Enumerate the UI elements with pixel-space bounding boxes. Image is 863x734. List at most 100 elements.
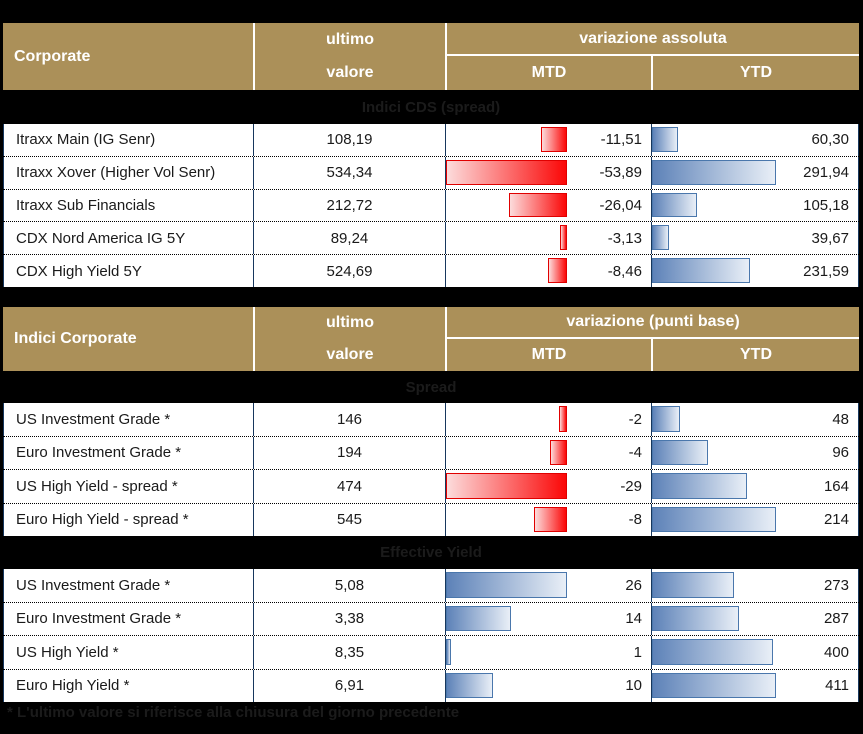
mtd-data-bar	[508, 192, 567, 218]
ytd-value: 164	[823, 477, 849, 495]
last-value-cell: 8,35	[253, 636, 445, 669]
last-value-cell: 89,24	[253, 222, 445, 255]
ytd-data-bar	[652, 192, 697, 218]
ytd-bar-area	[652, 569, 776, 602]
mtd-data-bar	[446, 473, 567, 499]
table-row: Euro High Yield - spread * 545 -8 214	[3, 502, 859, 536]
ytd-cell: 273	[651, 569, 859, 602]
ytd-value: 287	[823, 610, 849, 628]
row-label: Itraxx Main (IG Senr)	[3, 124, 253, 156]
table-row: US Investment Grade * 5,08 26 273	[3, 569, 859, 602]
table1-mtd-header: MTD	[445, 56, 651, 90]
last-value-header-line2: valore	[326, 346, 374, 363]
mtd-value: 26	[625, 576, 642, 594]
ytd-cell: 105,18	[651, 189, 859, 222]
row-label: CDX Nord America IG 5Y	[3, 222, 253, 255]
mtd-data-bar	[550, 439, 567, 465]
ytd-bar-area	[652, 124, 776, 156]
table-row: Itraxx Sub Financials 212,72 -26,04 105,18	[3, 188, 859, 222]
table1-variation-header: variazione assoluta	[445, 23, 859, 56]
ytd-data-bar	[652, 506, 776, 532]
table2-last-value-header: ultimo valore	[253, 307, 445, 371]
ytd-data-bar	[652, 225, 669, 251]
row-label: CDX High Yield 5Y	[3, 255, 253, 287]
mtd-data-bar	[533, 506, 567, 532]
ytd-value: 231,59	[803, 262, 849, 280]
ytd-bar-area	[652, 636, 776, 669]
ytd-value: 48	[832, 410, 849, 428]
ytd-cell: 291,94	[651, 156, 859, 189]
row-label: Itraxx Xover (Higher Vol Senr)	[3, 156, 253, 189]
table2-ytd-header: YTD	[651, 339, 859, 371]
mtd-cell: -26,04	[445, 189, 651, 222]
section-band-spread: Spread	[3, 371, 859, 403]
mtd-value: -11,51	[600, 131, 642, 149]
mtd-value: -4	[628, 444, 642, 462]
table2-effective-yield-rows: US Investment Grade * 5,08 26 273 Euro Inves…	[3, 569, 859, 702]
mtd-data-bar	[446, 605, 512, 631]
ytd-data-bar	[652, 127, 678, 152]
ytd-cell: 214	[651, 503, 859, 536]
row-label: US Investment Grade *	[3, 403, 253, 436]
ytd-value: 96	[832, 444, 849, 462]
table-row: US High Yield * 8,35 1 400	[3, 635, 859, 669]
ytd-bar-area	[652, 255, 776, 287]
ytd-data-bar	[652, 672, 776, 698]
table1-ytd-header: YTD	[651, 56, 859, 90]
table1-header: Corporate ultimo valore variazione assol…	[3, 23, 859, 90]
ytd-value: 105,18	[803, 196, 849, 214]
ytd-cell: 60,30	[651, 124, 859, 156]
last-value-cell: 5,08	[253, 569, 445, 602]
mtd-bar-area	[446, 403, 567, 436]
ytd-data-bar	[652, 605, 739, 631]
row-label: Euro High Yield *	[3, 669, 253, 702]
mtd-value: -29	[620, 477, 642, 495]
mtd-bar-area	[446, 470, 567, 503]
ytd-data-bar	[652, 572, 735, 598]
ytd-bar-area	[652, 190, 776, 222]
mtd-bar-area	[446, 157, 567, 189]
ytd-value: 400	[823, 643, 849, 661]
ytd-data-bar	[652, 406, 680, 432]
mtd-cell: -8,46	[445, 255, 651, 287]
section-band-indici-cds: Indici CDS (spread)	[3, 90, 859, 124]
ytd-value: 411	[825, 677, 849, 695]
mtd-cell: 26	[445, 569, 651, 602]
section-band-effective-yield: Effective Yield	[3, 536, 859, 569]
row-label: Euro Investment Grade *	[3, 602, 253, 635]
ytd-data-bar	[652, 159, 776, 185]
ytd-cell: 411	[651, 669, 859, 702]
ytd-value: 291,94	[803, 164, 849, 182]
table-row: Itraxx Xover (Higher Vol Senr) 534,34 -53,…	[3, 155, 859, 189]
mtd-value: 14	[625, 610, 642, 628]
table-row: US High Yield - spread * 474 -29 164	[3, 469, 859, 503]
last-value-cell: 6,91	[253, 669, 445, 702]
mtd-cell: 1	[445, 636, 651, 669]
mtd-value: 10	[625, 677, 642, 695]
last-value-cell: 524,69	[253, 255, 445, 287]
mtd-bar-area	[446, 569, 567, 602]
mtd-value: -8	[628, 511, 642, 529]
mtd-cell: -11,51	[445, 124, 651, 156]
table1-rows: Itraxx Main (IG Senr) 108,19 -11,51 60,30 It…	[3, 124, 859, 287]
table2-header: Indici Corporate ultimo valore variazion…	[3, 307, 859, 371]
ytd-cell: 287	[651, 602, 859, 635]
mtd-data-bar	[446, 572, 567, 598]
last-value-cell: 474	[253, 470, 445, 503]
table-row: US Investment Grade * 146 -2 48	[3, 403, 859, 436]
table-row: Euro Investment Grade * 3,38 14 287	[3, 601, 859, 635]
last-value-header-line1: ultimo	[326, 30, 374, 48]
ytd-bar-area	[652, 157, 776, 189]
mtd-data-bar	[541, 127, 567, 152]
table-row: CDX High Yield 5Y 524,69 -8,46 231,59	[3, 254, 859, 287]
ytd-cell: 400	[651, 636, 859, 669]
table2-variation-header: variazione (punti base)	[445, 307, 859, 339]
mtd-value: -53,89	[599, 164, 642, 182]
last-value-cell: 194	[253, 436, 445, 469]
ytd-bar-area	[652, 222, 776, 254]
mtd-bar-area	[446, 437, 567, 470]
mtd-value: -3,13	[607, 229, 642, 247]
ytd-bar-area	[652, 470, 776, 503]
table-row: Euro Investment Grade * 194 -4 96	[3, 435, 859, 470]
table-row: Euro High Yield * 6,91 10 411	[3, 668, 859, 702]
